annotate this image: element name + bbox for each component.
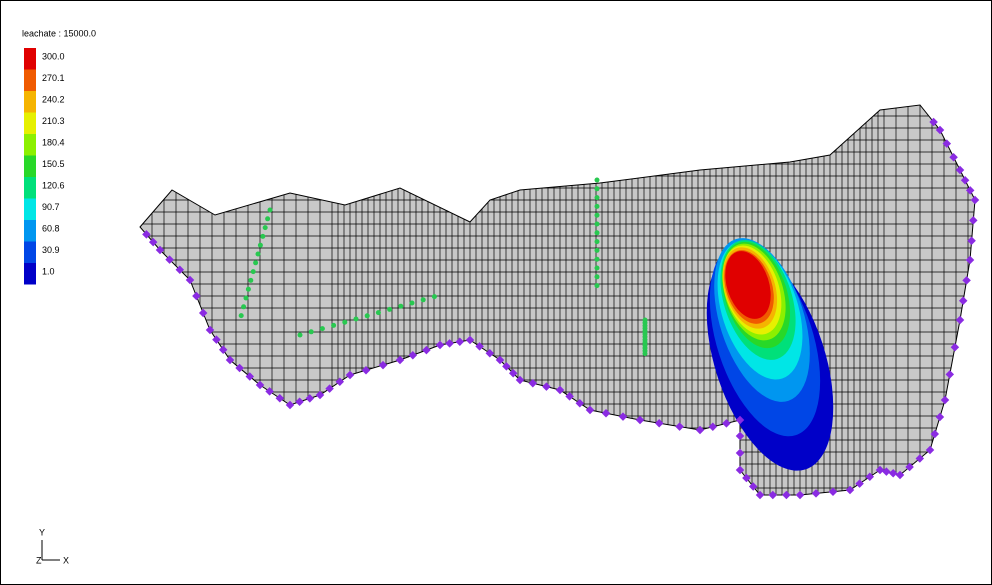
legend-label: 240.2: [42, 94, 65, 104]
well: [248, 278, 253, 283]
well: [298, 333, 303, 338]
legend-label: 210.3: [42, 116, 65, 126]
well: [365, 313, 370, 318]
legend-label: 1.0: [42, 266, 55, 276]
legend-swatch: [24, 134, 36, 156]
well: [432, 294, 437, 299]
well: [595, 204, 600, 209]
legend-swatch: [24, 242, 36, 264]
well: [410, 301, 415, 306]
legend-label: 270.1: [42, 73, 65, 83]
well: [320, 326, 325, 331]
well: [595, 257, 600, 262]
triad-y: Y: [39, 527, 45, 537]
well: [595, 213, 600, 218]
well: [595, 283, 600, 288]
well: [251, 269, 256, 274]
well: [256, 252, 261, 257]
well: [595, 222, 600, 227]
legend-label: 180.4: [42, 137, 65, 147]
well: [253, 260, 258, 265]
well: [268, 208, 273, 213]
well: [331, 323, 336, 328]
well: [309, 329, 314, 334]
well: [595, 248, 600, 253]
well: [239, 313, 244, 318]
well: [595, 186, 600, 191]
well: [241, 304, 246, 309]
well: [244, 296, 249, 301]
well: [258, 243, 263, 248]
legend-swatch: [24, 70, 36, 92]
well: [263, 225, 268, 230]
legend-swatch: [24, 48, 36, 70]
legend-label: 300.0: [42, 51, 65, 61]
legend-swatch: [24, 156, 36, 178]
well: [376, 310, 381, 315]
well: [421, 297, 426, 302]
well: [595, 178, 600, 183]
legend-swatch: [24, 113, 36, 135]
well: [342, 320, 347, 325]
well: [260, 234, 265, 239]
legend-label: 120.6: [42, 180, 65, 190]
well: [595, 230, 600, 235]
legend-title: leachate : 15000.0: [22, 28, 96, 38]
well: [398, 304, 403, 309]
legend-swatch: [24, 177, 36, 199]
legend-swatch: [24, 263, 36, 285]
legend-swatch: [24, 220, 36, 242]
well: [595, 266, 600, 271]
well: [387, 307, 392, 312]
legend-label: 60.8: [42, 223, 60, 233]
well: [265, 216, 270, 221]
well: [595, 195, 600, 200]
well: [354, 317, 359, 322]
triad-x: X: [63, 555, 69, 565]
well: [595, 274, 600, 279]
legend-label: 90.7: [42, 202, 60, 212]
legend-label: 30.9: [42, 245, 60, 255]
well: [643, 351, 648, 356]
well: [595, 239, 600, 244]
legend-label: 150.5: [42, 159, 65, 169]
well: [246, 287, 251, 292]
graphics-window: leachate : 15000.0 300.0 270.1 240.2 210.3 1…: [0, 0, 992, 585]
legend-swatch: [24, 199, 36, 221]
triad-z: Z: [36, 555, 42, 565]
legend-swatch: [24, 91, 36, 113]
